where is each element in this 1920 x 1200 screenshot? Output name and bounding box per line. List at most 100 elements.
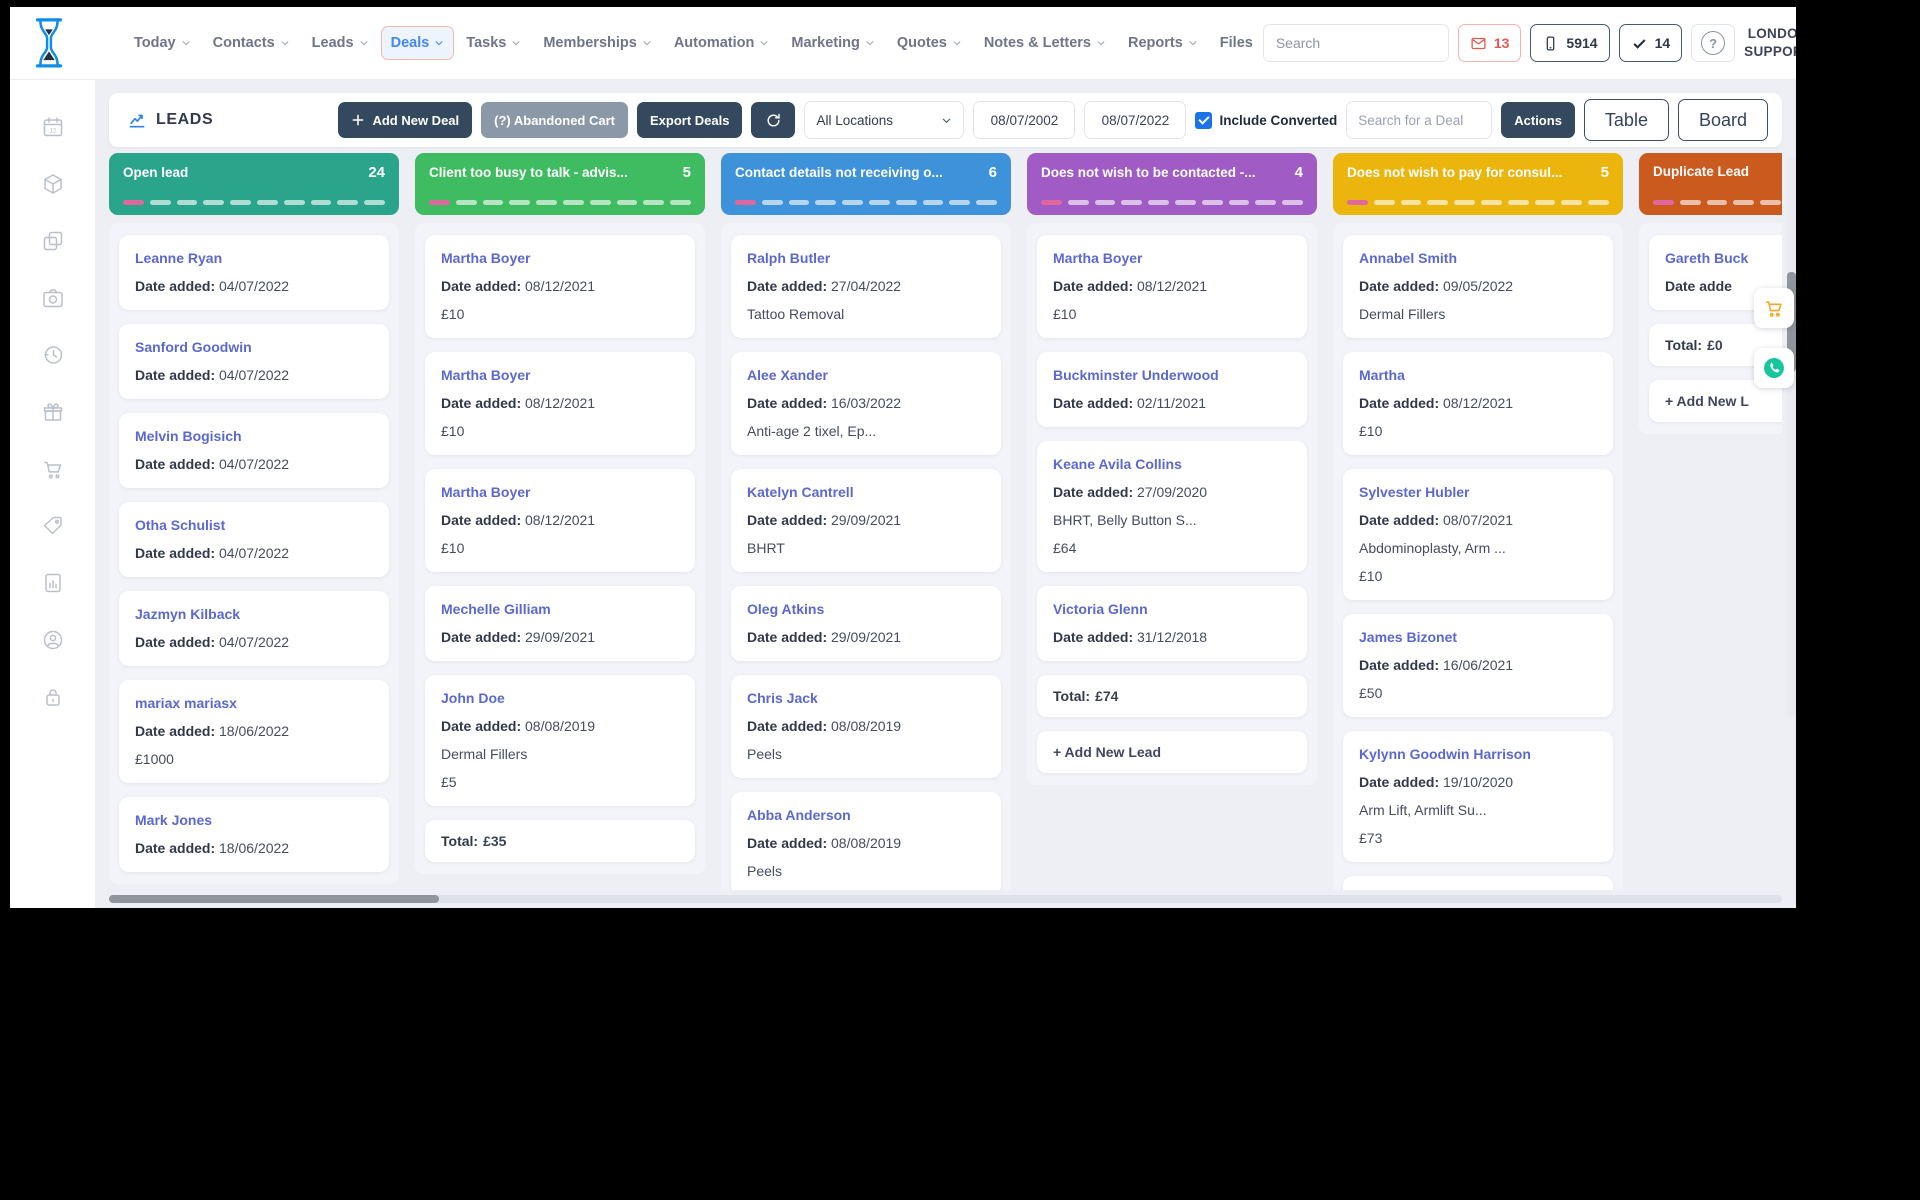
lead-name-link[interactable]: Kylynn Goodwin Harrison [1359,746,1531,762]
nav-item-notes-letters[interactable]: Notes & Letters [974,26,1116,60]
add-new-deal-button[interactable]: Add New Deal [338,102,473,138]
lead-name-link[interactable]: Katelyn Cantrell [747,484,854,500]
column-header[interactable]: Open lead 24 [109,153,399,215]
lead-name-link[interactable]: Alee Xander [747,367,828,383]
lead-card[interactable]: Martha Date added: 08/12/2021 £10 [1343,352,1613,455]
price-tag-icon[interactable] [41,514,65,538]
lead-card[interactable]: Victoria Glenn Date added: 31/12/2018 [1037,586,1307,661]
nav-item-files[interactable]: Files [1210,26,1263,60]
lead-name-link[interactable]: Chris Jack [747,690,818,706]
nav-item-leads[interactable]: Leads [302,26,379,60]
lead-name-link[interactable]: John Doe [441,690,505,706]
lead-card[interactable]: Keane Avila Collins Date added: 27/09/20… [1037,441,1307,572]
date-from-input[interactable]: 08/07/2002 [973,101,1076,139]
location-filter-select[interactable]: All Locations [804,101,965,139]
lead-name-link[interactable]: Mark Jones [135,812,213,828]
lead-name-link[interactable]: Buckminster Underwood [1053,367,1219,383]
user-circle-icon[interactable] [41,628,65,652]
nav-item-tasks[interactable]: Tasks [456,26,531,60]
lead-card[interactable]: Mechelle Gilliam Date added: 29/09/2021 [425,586,695,661]
lead-name-link[interactable]: Melvin Bogisich [135,428,242,444]
cart-icon[interactable] [41,457,65,481]
column-header[interactable]: Contact details not receiving o... 6 [721,153,1011,215]
lead-card[interactable]: Kylynn Goodwin Harrison Date added: 19/1… [1343,731,1613,862]
history-icon[interactable] [41,343,65,367]
camera-icon[interactable] [41,286,65,310]
lead-name-link[interactable]: Martha Boyer [441,484,531,500]
lead-name-link[interactable]: Victoria Glenn [1053,601,1148,617]
lead-name-link[interactable]: Leanne Ryan [135,250,223,266]
deal-search-input[interactable] [1346,101,1493,139]
lead-card[interactable]: Martha Boyer Date added: 08/12/2021 £10 [425,235,695,338]
column-header[interactable]: Does not wish to pay for consul... 5 [1333,153,1623,215]
nav-item-marketing[interactable]: Marketing [781,26,885,60]
lead-name-link[interactable]: Mechelle Gilliam [441,601,551,617]
nav-item-quotes[interactable]: Quotes [887,26,972,60]
date-to-input[interactable]: 08/07/2022 [1084,101,1187,139]
lead-name-link[interactable]: Martha Boyer [441,367,531,383]
refresh-button[interactable] [751,102,796,138]
nav-item-reports[interactable]: Reports [1118,26,1208,60]
lead-name-link[interactable]: mariax mariasx [135,695,237,711]
column-header[interactable]: Does not wish to be contacted -... 4 [1027,153,1317,215]
lead-card[interactable]: Martha Boyer Date added: 08/12/2021 £10 [1037,235,1307,338]
lead-card[interactable]: James Bizonet Date added: 16/06/2021 £50 [1343,614,1613,717]
lead-name-link[interactable]: James Bizonet [1359,629,1458,645]
whatsapp-float-button[interactable] [1754,348,1794,388]
lead-name-link[interactable]: Martha Boyer [1053,250,1143,266]
lead-name-link[interactable]: Jazmyn Kilback [135,606,241,622]
lead-card[interactable]: Chris Jack Date added: 08/08/2019 Peels [731,675,1001,778]
add-new-lead-card[interactable]: + Add New Lead [1037,731,1307,773]
lead-card[interactable] [1343,876,1613,890]
tasks-badge[interactable]: 14 [1618,24,1683,62]
lead-name-link[interactable]: Sanford Goodwin [135,339,252,355]
lead-card[interactable]: Otha Schulist Date added: 04/07/2022 [119,502,389,577]
lock-icon[interactable] [41,685,65,709]
nav-item-contacts[interactable]: Contacts [203,26,300,60]
column-header[interactable]: Client too busy to talk - advis... 5 [415,153,705,215]
phone-badge[interactable]: 5914 [1530,24,1610,62]
nav-item-deals[interactable]: Deals [380,26,455,60]
horizontal-scrollbar[interactable] [109,895,1782,903]
lead-name-link[interactable]: Martha Boyer [441,250,531,266]
lead-card[interactable]: Mark Jones Date added: 18/06/2022 [119,797,389,872]
lead-card[interactable]: Oleg Atkins Date added: 29/09/2021 [731,586,1001,661]
lead-card[interactable]: Abba Anderson Date added: 08/08/2019 Pee… [731,792,1001,890]
lead-card[interactable]: Sanford Goodwin Date added: 04/07/2022 [119,324,389,399]
add-new-lead-card[interactable]: + Add New L [1649,380,1782,422]
lead-name-link[interactable]: Keane Avila Collins [1053,456,1182,472]
abandoned-cart-button[interactable]: (?) Abandoned Cart [481,102,628,138]
lead-card[interactable]: Alee Xander Date added: 16/03/2022 Anti-… [731,352,1001,455]
nav-item-today[interactable]: Today [124,26,201,60]
lead-name-link[interactable]: Martha [1359,367,1405,383]
lead-card[interactable]: Buckminster Underwood Date added: 02/11/… [1037,352,1307,427]
gift-icon[interactable] [41,400,65,424]
lead-card[interactable]: Sylvester Hubler Date added: 08/07/2021 … [1343,469,1613,600]
export-deals-button[interactable]: Export Deals [636,102,743,138]
lead-name-link[interactable]: Otha Schulist [135,517,226,533]
lead-card[interactable]: Annabel Smith Date added: 09/05/2022 Der… [1343,235,1613,338]
lead-card[interactable]: mariax mariasx Date added: 18/06/2022 £1… [119,680,389,783]
lead-card[interactable]: Martha Boyer Date added: 08/12/2021 £10 [425,352,695,455]
lead-card[interactable]: Leanne Ryan Date added: 04/07/2022 [119,235,389,310]
lead-name-link[interactable]: Abba Anderson [747,807,851,823]
search-input[interactable] [1263,35,1448,51]
nav-item-automation[interactable]: Automation [664,26,780,60]
lead-name-link[interactable]: Annabel Smith [1359,250,1458,266]
lead-card[interactable]: Ralph Butler Date added: 27/04/2022 Tatt… [731,235,1001,338]
calendar-icon[interactable]: 12 [41,115,65,139]
lead-card[interactable]: John Doe Date added: 08/08/2019 Dermal F… [425,675,695,806]
lead-card[interactable]: Katelyn Cantrell Date added: 29/09/2021 … [731,469,1001,572]
actions-button[interactable]: Actions [1501,102,1575,138]
include-converted-checkbox[interactable] [1195,111,1213,129]
lead-name-link[interactable]: Oleg Atkins [747,601,825,617]
report-icon[interactable] [41,571,65,595]
hourglass-logo[interactable] [26,16,72,70]
copy-icon[interactable] [41,229,65,253]
lead-name-link[interactable]: Ralph Butler [747,250,831,266]
lead-card[interactable]: Martha Boyer Date added: 08/12/2021 £10 [425,469,695,572]
lead-name-link[interactable]: Sylvester Hubler [1359,484,1470,500]
lead-name-link[interactable]: Gareth Buck [1665,250,1749,266]
lead-card[interactable]: Jazmyn Kilback Date added: 04/07/2022 [119,591,389,666]
mail-badge[interactable]: 13 [1457,24,1522,62]
